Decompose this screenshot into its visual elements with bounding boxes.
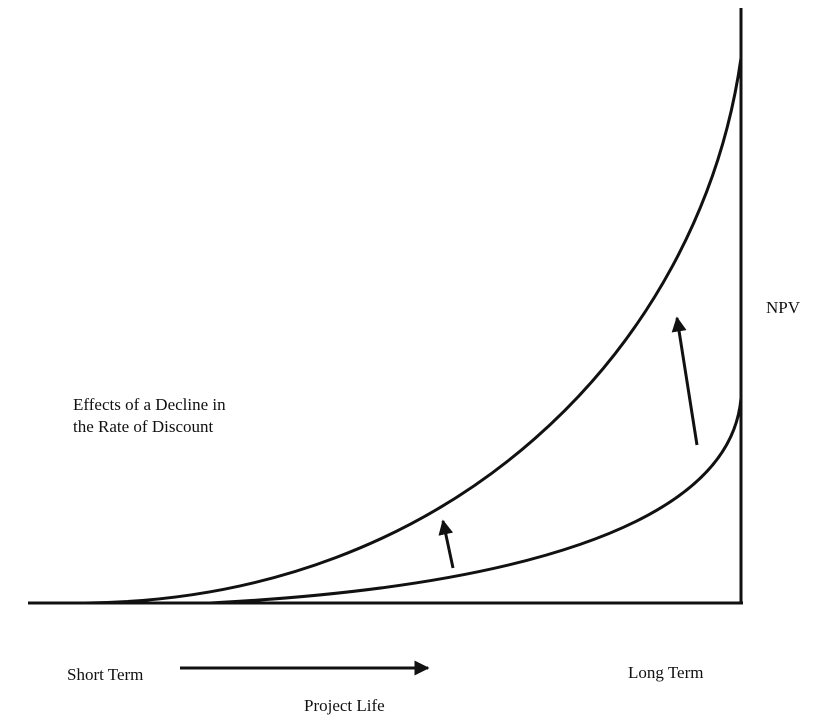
annotation-line: Effects of a Decline in (73, 395, 226, 414)
y-axis-label: NPV (766, 298, 801, 317)
shift-arrow (671, 316, 699, 446)
shift-arrow (438, 519, 455, 569)
x-axis-label: Project Life (304, 696, 385, 715)
npv-curve-high-rate (209, 397, 743, 605)
npv-curve-low-rate (84, 57, 743, 605)
annotation-line: the Rate of Discount (73, 417, 213, 436)
x-start-label: Short Term (67, 665, 143, 684)
x-end-label: Long Term (628, 663, 703, 682)
